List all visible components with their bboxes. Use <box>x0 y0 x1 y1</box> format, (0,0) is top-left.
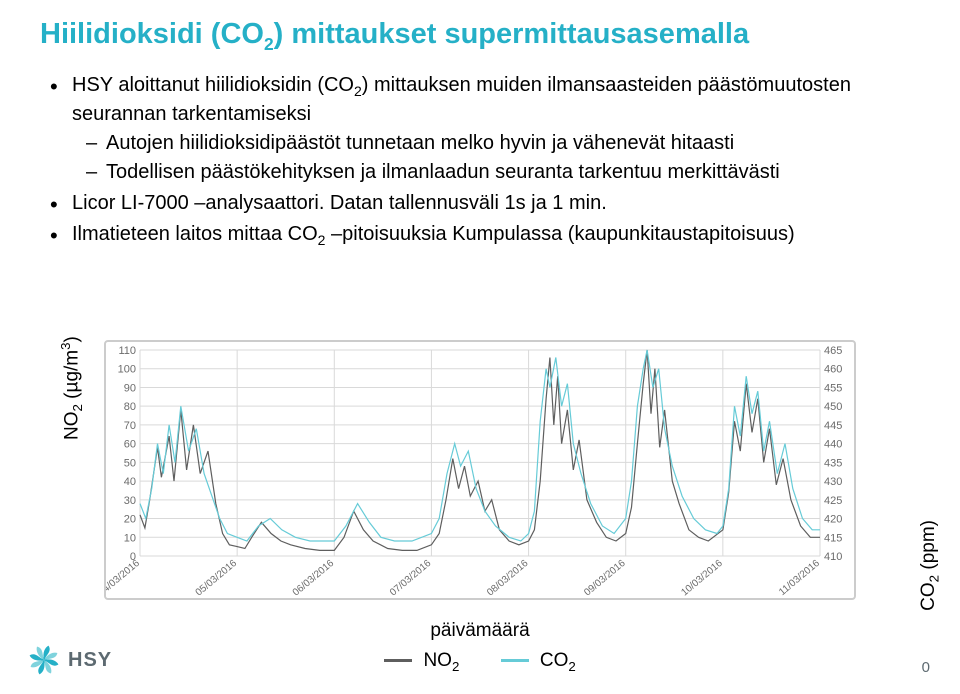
svg-text:70: 70 <box>124 420 136 432</box>
svg-text:07/03/2016: 07/03/2016 <box>388 558 434 598</box>
svg-text:20: 20 <box>124 514 136 526</box>
svg-text:430: 430 <box>824 476 842 488</box>
page-title: Hiilidioksidi (CO2) mittaukset supermitt… <box>40 18 920 54</box>
svg-text:440: 440 <box>824 439 842 451</box>
logo-text: HSY <box>68 649 112 672</box>
x-axis-title: päivämäärä <box>0 620 960 642</box>
svg-text:420: 420 <box>824 514 842 526</box>
svg-text:10/03/2016: 10/03/2016 <box>679 558 725 598</box>
list-item: Todellisen päästökehityksen ja ilmanlaad… <box>86 159 920 186</box>
svg-text:90: 90 <box>124 382 136 394</box>
svg-text:110: 110 <box>118 345 136 357</box>
svg-text:05/03/2016: 05/03/2016 <box>194 558 240 598</box>
list-item: Autojen hiilidioksidipäästöt tunnetaan m… <box>86 130 920 157</box>
svg-text:410: 410 <box>824 551 842 563</box>
list-item: HSY aloittanut hiilidioksidin (CO2) mitt… <box>50 72 920 186</box>
svg-text:80: 80 <box>124 401 136 413</box>
svg-text:415: 415 <box>824 532 842 544</box>
y-axis-right-label: CO2 (ppm) <box>918 520 942 611</box>
svg-text:450: 450 <box>824 401 842 413</box>
legend-swatch <box>501 659 529 662</box>
hsy-logo: HSY <box>26 642 112 678</box>
bullet-list: HSY aloittanut hiilidioksidin (CO2) mitt… <box>50 72 920 250</box>
svg-text:10: 10 <box>124 532 136 544</box>
y-axis-left-label: NO2 (µg/m3) <box>58 336 85 440</box>
svg-text:50: 50 <box>124 457 136 469</box>
list-item: Ilmatieteen laitos mittaa CO2 –pitoisuuk… <box>50 221 920 250</box>
svg-text:40: 40 <box>124 476 136 488</box>
chart-legend: NO2 CO2 <box>0 650 960 674</box>
svg-text:435: 435 <box>824 457 842 469</box>
svg-text:04/03/2016: 04/03/2016 <box>106 558 142 598</box>
legend-swatch <box>384 659 412 662</box>
chart: 0102030405060708090100110 41041542042543… <box>104 340 856 600</box>
svg-text:460: 460 <box>824 364 842 376</box>
svg-text:60: 60 <box>124 439 136 451</box>
svg-text:09/03/2016: 09/03/2016 <box>582 558 628 598</box>
list-item: Licor LI-7000 –analysaattori. Datan tall… <box>50 190 920 217</box>
svg-text:455: 455 <box>824 382 842 394</box>
svg-text:425: 425 <box>824 495 842 507</box>
pinwheel-icon <box>26 642 62 678</box>
page-number: 0 <box>922 659 930 676</box>
svg-text:445: 445 <box>824 420 842 432</box>
svg-text:100: 100 <box>118 364 136 376</box>
svg-text:06/03/2016: 06/03/2016 <box>291 558 337 598</box>
svg-text:30: 30 <box>124 495 136 507</box>
svg-text:11/03/2016: 11/03/2016 <box>777 558 822 598</box>
svg-text:465: 465 <box>824 345 842 357</box>
svg-text:08/03/2016: 08/03/2016 <box>485 558 531 598</box>
